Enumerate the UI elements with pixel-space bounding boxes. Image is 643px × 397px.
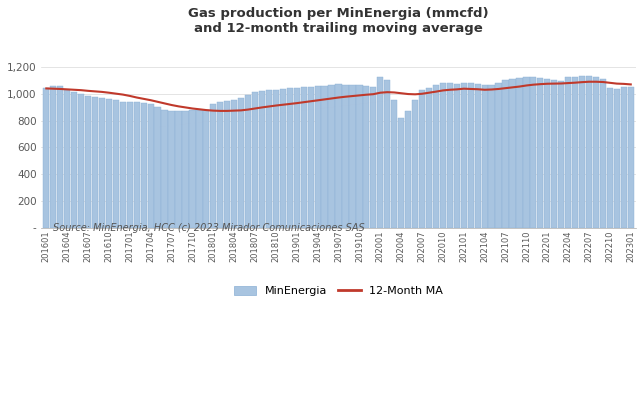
Title: Gas production per MinEnergia (mmcfd)
and 12-month trailing moving average: Gas production per MinEnergia (mmcfd) an… — [188, 7, 489, 35]
Bar — [558, 81, 565, 227]
Bar — [301, 87, 307, 227]
Bar — [78, 94, 84, 227]
Bar — [516, 78, 523, 227]
Bar — [196, 110, 203, 227]
Bar — [161, 110, 168, 227]
Bar — [530, 77, 536, 227]
Bar — [266, 91, 272, 227]
Bar — [482, 85, 488, 227]
Bar — [342, 85, 349, 227]
Bar — [405, 111, 412, 227]
Bar — [183, 111, 188, 227]
Bar — [419, 91, 425, 227]
Bar — [273, 90, 279, 227]
Bar — [565, 77, 571, 227]
Bar — [113, 100, 119, 227]
Bar — [43, 88, 50, 227]
Bar — [71, 93, 77, 227]
Bar — [537, 78, 543, 227]
Bar — [134, 102, 140, 227]
Bar — [294, 88, 300, 227]
Bar — [454, 84, 460, 227]
Bar — [50, 87, 57, 227]
Bar — [245, 95, 251, 227]
Bar — [99, 98, 105, 227]
Bar — [440, 83, 446, 227]
Bar — [523, 77, 530, 227]
Bar — [64, 91, 70, 227]
Bar — [349, 85, 356, 227]
Bar — [252, 93, 258, 227]
Bar — [551, 80, 557, 227]
Bar — [496, 83, 502, 227]
Bar — [92, 97, 98, 227]
Bar — [398, 118, 404, 227]
Bar — [85, 96, 91, 227]
Bar — [210, 104, 217, 227]
Bar — [586, 76, 592, 227]
Bar — [447, 83, 453, 227]
Bar — [489, 85, 494, 227]
Bar — [280, 89, 286, 227]
Bar — [231, 100, 237, 227]
Bar — [141, 103, 147, 227]
Bar — [475, 84, 481, 227]
Bar — [356, 85, 363, 227]
Bar — [384, 80, 390, 227]
Bar — [412, 100, 418, 227]
Bar — [224, 101, 230, 227]
Bar — [57, 86, 64, 227]
Bar — [154, 107, 161, 227]
Bar — [613, 89, 620, 227]
Bar — [189, 110, 195, 227]
Legend: MinEnergia, 12-Month MA: MinEnergia, 12-Month MA — [230, 281, 448, 301]
Bar — [426, 88, 432, 227]
Bar — [176, 111, 181, 227]
Bar — [460, 83, 467, 227]
Bar — [120, 102, 126, 227]
Bar — [363, 86, 370, 227]
Bar — [593, 77, 599, 227]
Text: Source: MinEnergia, HCC (c) 2023 Mirador Comunicaciones SAS: Source: MinEnergia, HCC (c) 2023 Mirador… — [53, 223, 365, 233]
Bar — [628, 87, 634, 227]
Bar — [600, 79, 606, 227]
Bar — [168, 111, 175, 227]
Bar — [370, 87, 376, 227]
Bar — [544, 79, 550, 227]
Bar — [287, 89, 293, 227]
Bar — [314, 87, 321, 227]
Bar — [620, 87, 627, 227]
Bar — [307, 87, 314, 227]
Bar — [377, 77, 383, 227]
Bar — [147, 104, 154, 227]
Bar — [203, 110, 210, 227]
Bar — [329, 85, 335, 227]
Bar — [336, 84, 341, 227]
Bar — [572, 77, 578, 227]
Bar — [322, 86, 328, 227]
Bar — [509, 79, 516, 227]
Bar — [607, 88, 613, 227]
Bar — [217, 102, 223, 227]
Bar — [127, 102, 133, 227]
Bar — [106, 99, 112, 227]
Bar — [259, 91, 265, 227]
Bar — [467, 83, 474, 227]
Bar — [391, 100, 397, 227]
Bar — [238, 98, 244, 227]
Bar — [579, 76, 585, 227]
Bar — [502, 80, 509, 227]
Bar — [433, 85, 439, 227]
